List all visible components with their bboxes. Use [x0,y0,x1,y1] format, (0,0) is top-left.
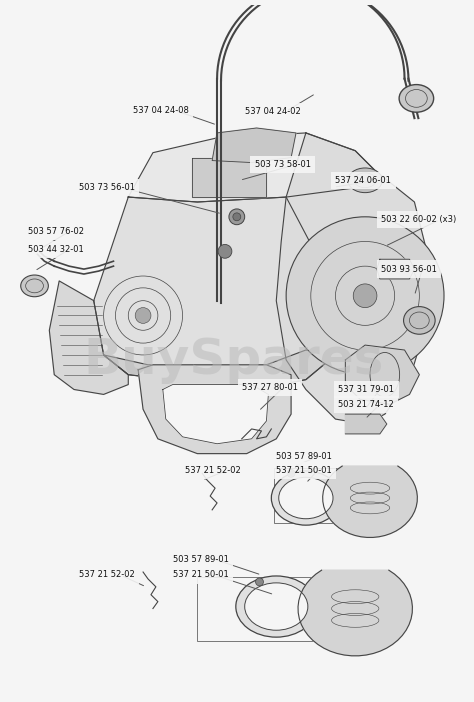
Ellipse shape [236,576,317,637]
Circle shape [233,213,241,220]
Ellipse shape [403,307,435,334]
Text: 537 21 52-02: 537 21 52-02 [185,466,241,475]
Text: 537 21 50-01: 537 21 50-01 [173,571,228,579]
Polygon shape [94,197,336,390]
Polygon shape [104,350,336,390]
Text: 503 57 76-02: 503 57 76-02 [27,227,83,236]
Polygon shape [276,133,429,424]
Bar [274,468,392,523]
Text: BuySpares: BuySpares [83,336,384,384]
Text: 503 57 89-01: 503 57 89-01 [276,452,332,461]
Text: 503 57 89-01: 503 57 89-01 [173,555,228,564]
Text: 537 27 80-01: 537 27 80-01 [242,383,298,392]
Circle shape [353,284,377,307]
Circle shape [286,217,444,375]
Polygon shape [377,259,414,279]
Circle shape [255,578,264,586]
Polygon shape [212,128,296,163]
Ellipse shape [271,471,340,525]
Text: 537 24 06-01: 537 24 06-01 [336,176,392,185]
Text: 503 22 60-02 (x3): 503 22 60-02 (x3) [381,216,456,224]
Polygon shape [298,570,412,656]
Polygon shape [346,414,387,434]
Ellipse shape [21,275,48,297]
Polygon shape [346,345,419,404]
Polygon shape [49,281,128,395]
Text: 503 73 56-01: 503 73 56-01 [79,183,135,192]
Polygon shape [323,466,417,538]
Circle shape [218,244,232,258]
Text: 537 04 24-02: 537 04 24-02 [245,107,301,116]
Text: 503 44 32-01: 503 44 32-01 [27,245,83,254]
Text: 503 21 74-12: 503 21 74-12 [338,399,394,409]
Polygon shape [138,365,291,453]
Ellipse shape [399,85,434,112]
Text: 537 31 79-01: 537 31 79-01 [338,385,394,394]
Text: 503 73 58-01: 503 73 58-01 [255,160,310,169]
Text: 537 21 50-01: 537 21 50-01 [276,466,332,475]
Polygon shape [128,133,375,202]
Circle shape [287,470,295,477]
Circle shape [229,209,245,225]
Text: 537 04 24-08: 537 04 24-08 [133,106,189,114]
Polygon shape [163,385,268,444]
Ellipse shape [348,168,383,192]
Text: 503 93 56-01: 503 93 56-01 [381,265,437,274]
Polygon shape [192,158,266,197]
Ellipse shape [279,477,333,519]
Text: 537 21 52-02: 537 21 52-02 [79,571,135,579]
Bar [197,577,316,641]
Circle shape [135,307,151,324]
Ellipse shape [245,583,308,630]
